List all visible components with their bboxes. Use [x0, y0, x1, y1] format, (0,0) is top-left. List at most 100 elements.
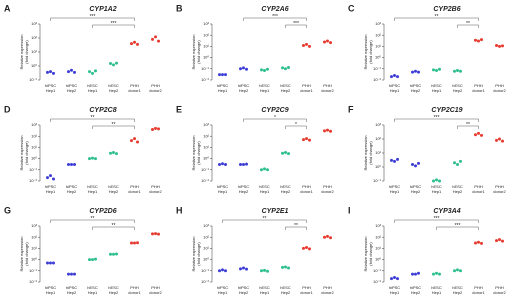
x-tick-label: hiPSC — [389, 83, 400, 88]
dot — [390, 277, 393, 281]
dot — [67, 162, 70, 166]
x-tick-label: Hep1 — [46, 189, 56, 194]
x-tick-label: hESC — [259, 184, 270, 189]
x-tick-label: Hep1 — [218, 189, 228, 194]
x-tick-label: Hep2 — [239, 189, 249, 194]
panel-letter: D — [4, 104, 11, 114]
x-tick-label: hESC — [108, 285, 119, 290]
y-tick-label: 10³ — [203, 21, 209, 26]
y-axis-label: Relative expression — [363, 35, 368, 70]
dot — [157, 127, 160, 131]
x-tick-label: donor2 — [321, 88, 334, 93]
dot — [91, 258, 94, 262]
y-tick-label: 10⁻¹ — [201, 66, 210, 71]
dot — [393, 159, 396, 163]
x-tick-label: donor1 — [300, 290, 313, 295]
x-tick-label: Hep2 — [453, 189, 463, 194]
y-tick-label: 10⁰ — [31, 257, 37, 262]
dot — [474, 241, 477, 245]
y-axis-label: (fold change) — [368, 141, 373, 165]
dot — [112, 252, 115, 256]
dot — [302, 138, 305, 142]
significance-bracket — [92, 24, 135, 28]
dot — [133, 137, 136, 141]
y-tick-label: 10³ — [203, 223, 209, 228]
significance-bracket — [92, 226, 135, 230]
significance-bracket — [92, 125, 135, 129]
panel-letter: E — [176, 104, 182, 114]
dot — [501, 139, 504, 143]
x-tick-label: donor2 — [149, 88, 162, 93]
dot — [390, 158, 393, 162]
significance-label: ** — [112, 223, 116, 229]
significance-bracket — [394, 118, 479, 122]
dot — [266, 168, 269, 172]
x-tick-label: Hep1 — [390, 290, 400, 295]
x-tick-label: donor1 — [472, 290, 485, 295]
dot — [287, 152, 290, 156]
y-tick-label: 10² — [31, 35, 37, 40]
y-tick-label: 10⁻¹ — [29, 268, 38, 273]
dot — [396, 277, 399, 281]
dot — [414, 69, 417, 73]
dot — [308, 138, 311, 142]
dot — [281, 66, 284, 70]
panel-letter: F — [348, 104, 354, 114]
dot — [411, 163, 414, 167]
dot — [326, 234, 329, 238]
dot — [495, 44, 498, 48]
dot — [109, 62, 112, 66]
y-tick-label: 10⁰ — [203, 257, 209, 262]
x-tick-label: donor2 — [149, 290, 162, 295]
significance-bracket — [436, 226, 479, 230]
significance-bracket — [50, 17, 135, 21]
significance-label: *** — [90, 14, 96, 20]
dot — [302, 246, 305, 250]
y-tick-label: 10¹ — [31, 144, 37, 149]
y-tick-label: 10⁰ — [203, 156, 209, 161]
dot — [459, 159, 462, 163]
x-tick-label: Hep1 — [260, 189, 270, 194]
dot — [474, 133, 477, 137]
x-tick-label: Hep1 — [432, 189, 442, 194]
x-tick-label: hESC — [280, 184, 291, 189]
dot — [329, 236, 332, 240]
dot — [130, 139, 133, 143]
y-axis-label: Relative expression — [191, 237, 196, 272]
y-tick-label: 10⁻² — [201, 279, 210, 284]
significance-label: ** — [435, 14, 439, 20]
x-tick-label: Hep2 — [67, 88, 77, 93]
x-tick-label: Hep1 — [432, 290, 442, 295]
dot — [49, 261, 52, 265]
dot — [438, 179, 441, 183]
x-tick-label: Hep1 — [88, 290, 98, 295]
x-tick-label: Hep2 — [411, 189, 421, 194]
dot — [67, 272, 70, 276]
y-tick-label: 10² — [31, 234, 37, 239]
x-tick-label: hiPSC — [217, 285, 228, 290]
x-tick-label: Hep1 — [260, 290, 270, 295]
dot — [49, 70, 52, 74]
dot — [115, 252, 118, 256]
dot — [417, 161, 420, 165]
x-tick-label: donor1 — [300, 189, 313, 194]
dot — [498, 44, 501, 48]
panel-title: CYP1A2 — [89, 6, 116, 13]
y-tick-label: 10⁰ — [31, 63, 37, 68]
x-tick-label: Hep1 — [390, 88, 400, 93]
x-tick-label: hiPSC — [217, 184, 228, 189]
dot — [480, 241, 483, 245]
dot — [284, 67, 287, 71]
x-tick-label: Hep1 — [218, 290, 228, 295]
dot — [284, 265, 287, 269]
dot — [67, 70, 70, 74]
dot — [94, 69, 97, 73]
y-tick-label: 10² — [203, 234, 209, 239]
x-tick-label: Hep1 — [46, 88, 56, 93]
x-tick-label: PHH — [302, 184, 311, 189]
significance-label: *** — [434, 216, 440, 222]
x-tick-label: hESC — [452, 285, 463, 290]
y-tick-label: 10³ — [203, 122, 209, 127]
x-tick-label: PHH — [151, 184, 160, 189]
x-tick-label: Hep2 — [411, 290, 421, 295]
